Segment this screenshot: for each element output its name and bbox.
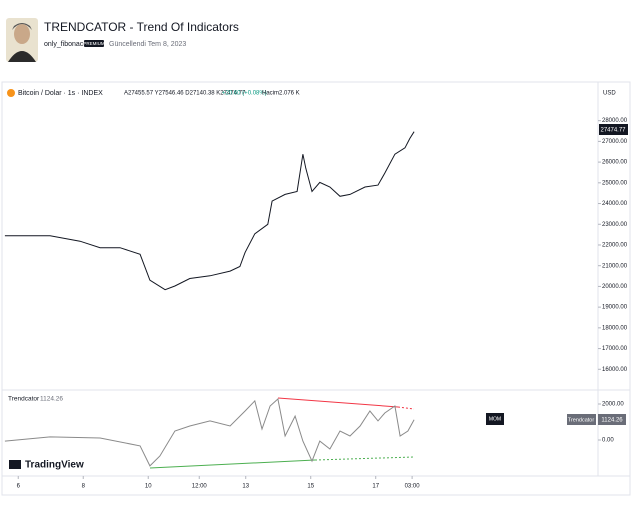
- x-tick-label: 8: [82, 484, 86, 490]
- y-tick-label: 28000.00: [602, 118, 628, 124]
- updated: Güncellendi Tem 8, 2023: [109, 41, 186, 48]
- chart-frame: [1, 81, 631, 496]
- badge: PREMIUM: [83, 41, 105, 46]
- y-tick-label: 27000.00: [602, 139, 628, 145]
- resistance-line: [277, 397, 399, 408]
- symbol[interactable]: Bitcoin / Dolar · 1s · INDEX: [18, 90, 103, 97]
- y-tick-label: 25000.00: [602, 180, 628, 186]
- indicator-tag: MOM: [489, 416, 501, 422]
- script-title: TRENDCATOR - Trend Of Indicators: [44, 20, 239, 34]
- avatar: [6, 18, 38, 62]
- indicator-price-label: 1124.26: [601, 418, 623, 424]
- y-tick-label: 19000.00: [602, 305, 628, 311]
- support-line: [149, 459, 316, 469]
- x-tick-label: 10: [145, 484, 152, 490]
- y-tick-label: 26000.00: [602, 160, 628, 166]
- watermark: TradingView: [25, 460, 84, 471]
- price-line: [4, 131, 415, 291]
- y2-tick-label: 2000.00: [602, 402, 624, 408]
- author[interactable]: only_fibonacci: [44, 41, 89, 48]
- coin-icon: [7, 89, 15, 97]
- change: +20.60 (+0.08%): [222, 91, 267, 97]
- tag-bg: [486, 413, 504, 425]
- y-tick-label: 24000.00: [602, 201, 628, 207]
- x-tick-label: 6: [17, 484, 21, 490]
- y-tick-label: 22000.00: [602, 243, 628, 249]
- y-tick-label: 17000.00: [602, 346, 628, 352]
- indicator-name-label: Trendcator: [568, 417, 595, 423]
- indicator-name: Trendcator: [8, 396, 40, 403]
- ohlc: A27455.57 Y27546.46 D27140.38 K27474.77: [124, 91, 246, 97]
- x-tick-label: 17: [372, 484, 379, 490]
- x-tick-label: 03:00: [405, 484, 421, 490]
- y-tick-label: 16000.00: [602, 367, 628, 373]
- x-tick-label: 13: [242, 484, 249, 490]
- last-price: 27474.77: [600, 128, 626, 134]
- y2-tick-label: 0.00: [602, 438, 614, 444]
- indicator-value: 1124.26: [40, 396, 63, 403]
- x-tick-label: 15: [307, 484, 314, 490]
- y-tick-label: 23000.00: [602, 222, 628, 228]
- x-tick-label: 12:00: [192, 484, 208, 490]
- logo: [9, 460, 21, 469]
- y-tick-label: 18000.00: [602, 325, 628, 331]
- badge-bg: [84, 40, 104, 47]
- y-tick-label: 21000.00: [602, 263, 628, 269]
- y-tick-label: 20000.00: [602, 284, 628, 290]
- volume: Hacim2.076 K: [262, 91, 300, 97]
- currency[interactable]: USD: [603, 91, 616, 97]
- indicator-line: [4, 398, 415, 467]
